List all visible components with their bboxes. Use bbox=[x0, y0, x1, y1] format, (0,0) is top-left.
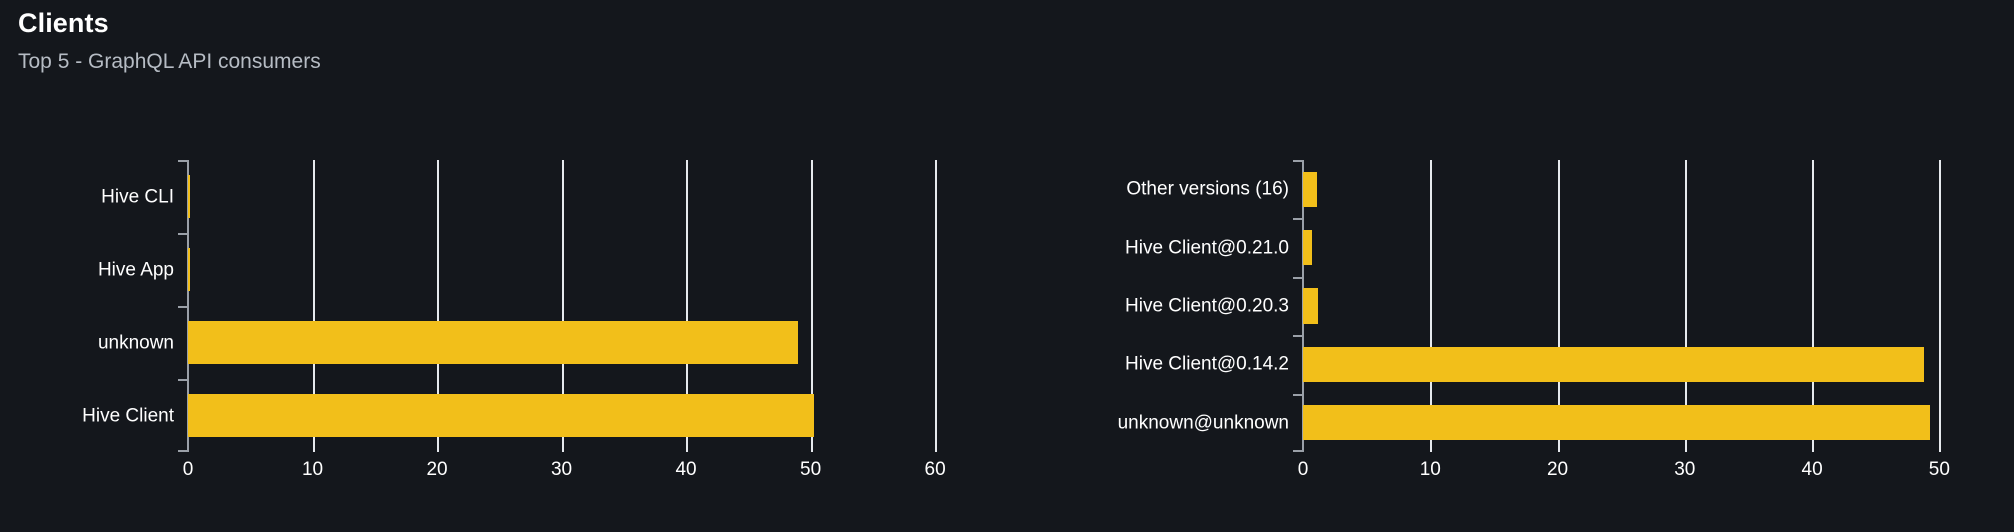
category-axis-tick bbox=[1293, 335, 1302, 338]
category-axis-tick bbox=[1293, 393, 1302, 396]
panel-header: Clients Top 5 - GraphQL API consumers bbox=[18, 6, 321, 76]
bar[interactable] bbox=[1303, 405, 1931, 441]
x-axis-tick-label: 10 bbox=[301, 459, 324, 480]
category-axis-tick bbox=[1293, 450, 1302, 452]
bar[interactable] bbox=[188, 320, 799, 365]
category-axis-tick bbox=[1293, 218, 1302, 221]
bar[interactable] bbox=[188, 247, 191, 292]
clients-by-version-chart[interactable]: Other versions (16) Hive Client@0.21.0 Hiv… bbox=[1006, 160, 2014, 520]
category-axis-label: unknown@unknown bbox=[1117, 412, 1289, 434]
x-axis-tick-label: 30 bbox=[550, 459, 573, 480]
page-subtitle: Top 5 - GraphQL API consumers bbox=[18, 50, 321, 73]
x-axis-tick-label: 0 bbox=[182, 459, 194, 480]
x-axis-tick-label: 20 bbox=[1546, 459, 1569, 480]
category-axis-label: Hive Client@0.20.3 bbox=[1125, 295, 1289, 317]
x-axis-tick-label: 50 bbox=[1928, 459, 1950, 480]
x-axis-tick-label: 40 bbox=[675, 459, 697, 480]
gridline-10 bbox=[312, 160, 315, 452]
gridline-20 bbox=[1557, 160, 1560, 452]
category-axis-tick bbox=[178, 379, 187, 381]
category-axis-labels-right: Other versions (16) Hive Client@0.21.0 Hiv… bbox=[1006, 160, 1289, 452]
x-axis-tick-label: 30 bbox=[1674, 459, 1696, 480]
bar[interactable] bbox=[1303, 288, 1319, 324]
clients-by-name-chart[interactable]: Hive CLI Hive App unknown Hive Client 0 10 20… bbox=[0, 160, 1006, 520]
x-axis-tick-label: 50 bbox=[800, 459, 822, 480]
category-axis-label: Hive CLI bbox=[101, 186, 174, 207]
category-axis-tick bbox=[178, 306, 187, 308]
gridline-40 bbox=[1812, 160, 1815, 452]
category-axis-tick bbox=[178, 233, 187, 235]
gridline-50 bbox=[1939, 160, 1942, 452]
x-axis-tick-label: 10 bbox=[1419, 459, 1441, 480]
category-axis-label: Hive Client bbox=[82, 405, 174, 426]
value-axis-line-left bbox=[187, 160, 189, 452]
bar[interactable] bbox=[1303, 171, 1317, 207]
category-axis-label: unknown bbox=[97, 332, 174, 353]
gridline-30 bbox=[1684, 160, 1687, 452]
category-axis-tick bbox=[1293, 276, 1302, 279]
category-axis-tick bbox=[1293, 160, 1302, 162]
category-axis-tick bbox=[178, 160, 187, 162]
category-axis-labels-left: Hive CLI Hive App unknown Hive Client bbox=[0, 160, 174, 452]
bar[interactable] bbox=[1303, 230, 1312, 266]
bar[interactable] bbox=[188, 393, 815, 438]
category-axis-label: Hive Client@0.14.2 bbox=[1125, 353, 1289, 375]
category-axis-tick bbox=[178, 450, 187, 452]
gridline-50 bbox=[810, 160, 813, 452]
x-axis-tick-label: 20 bbox=[426, 459, 448, 480]
gridline-20 bbox=[437, 160, 440, 452]
x-axis-tick-label: 40 bbox=[1801, 459, 1823, 480]
plot-area-right: 0 10 20 30 40 50 bbox=[1298, 160, 1975, 479]
x-axis-tick-label: 60 bbox=[924, 459, 946, 480]
bar[interactable] bbox=[1303, 346, 1925, 382]
category-axis-label: Hive Client@0.21.0 bbox=[1125, 237, 1289, 259]
gridline-60 bbox=[935, 160, 938, 452]
category-axis-label: Other versions (16) bbox=[1126, 178, 1289, 200]
bar[interactable] bbox=[188, 174, 190, 219]
gridline-30 bbox=[561, 160, 564, 452]
gridline-10 bbox=[1430, 160, 1433, 452]
page-title: Clients bbox=[18, 8, 109, 38]
gridline-40 bbox=[686, 160, 689, 452]
plot-area-left: 0 10 20 30 40 50 60 bbox=[183, 160, 960, 479]
x-axis-tick-label: 0 bbox=[1297, 459, 1309, 480]
category-axis-label: Hive App bbox=[97, 259, 174, 280]
